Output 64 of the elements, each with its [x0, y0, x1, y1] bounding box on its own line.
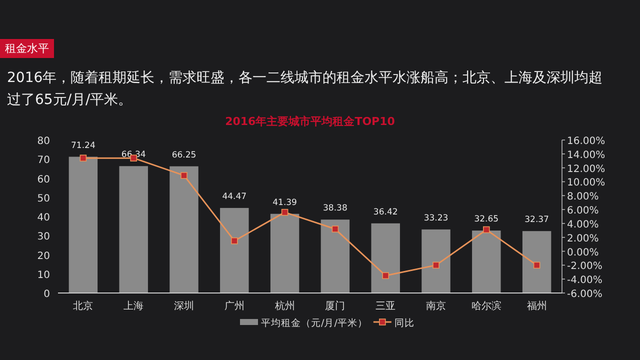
data-label: 66.25	[172, 150, 196, 160]
y2-tick-label: 6.00%	[567, 206, 599, 217]
bar	[119, 166, 148, 293]
x-tick-label: 三亚	[376, 301, 396, 312]
data-label: 32.37	[524, 215, 549, 226]
x-tick-label: 南京	[426, 300, 446, 312]
y-tick-label: 20	[37, 250, 50, 262]
y-tick-label: 10	[37, 270, 50, 281]
y2-tick-label: 0.00%	[567, 247, 599, 258]
data-label: 32.65	[474, 214, 499, 225]
y2-tick-label: 4.00%	[567, 219, 599, 230]
text: 租金水平	[0, 39, 54, 58]
data-label: 33.23	[424, 213, 448, 224]
y2-tick-label: -2.00%	[567, 261, 602, 272]
y2-tick-label: 8.00%	[567, 192, 599, 203]
y2-tick-label: -4.00%	[567, 275, 602, 286]
bar	[422, 229, 450, 293]
point	[332, 226, 339, 232]
data-label: 38.38	[323, 204, 348, 214]
chart-subtitle: 2016年，随着租期延长，需求旺盛，各一二线城市的租金水平水涨船高；北京、上海及深圳均超过了65元/月/平米。	[7, 69, 604, 110]
y-tick-label: 60	[37, 174, 50, 186]
y2-tick-label: -6.00%	[567, 289, 602, 300]
y2-tick-label: 14.00%	[567, 150, 606, 161]
point	[432, 262, 440, 269]
y-tick-label: 80	[37, 136, 50, 147]
x-tick-label: 深圳	[174, 300, 194, 312]
bar	[68, 156, 98, 293]
bar	[220, 208, 249, 293]
bar	[472, 230, 501, 293]
bar	[270, 214, 300, 293]
chart-title: 2016年主要城市平均租金TOP10	[225, 115, 396, 128]
point	[281, 208, 288, 216]
y2-tick-label: 12.00%	[567, 164, 606, 175]
y-tick-label: 70	[37, 155, 50, 166]
y-tick-label: 50	[37, 193, 50, 204]
x-tick-label: 厦门	[325, 300, 346, 312]
data-label: 71.24	[71, 140, 96, 151]
x-tick-label: 上海	[124, 300, 144, 312]
point	[180, 172, 188, 179]
point	[483, 226, 490, 234]
point	[533, 262, 540, 269]
bar	[320, 220, 350, 293]
bar	[371, 223, 400, 293]
point	[382, 272, 389, 280]
data-label: 36.42	[373, 207, 398, 218]
y2-tick-label: 10.00%	[567, 178, 606, 189]
data-label: 41.39	[272, 198, 297, 208]
legend-label: 同比	[394, 317, 414, 329]
point	[231, 237, 238, 244]
y2-tick-label: 16.00%	[567, 136, 606, 147]
y2-tick-label: 2.00%	[567, 233, 599, 244]
data-label: 44.47	[222, 192, 247, 202]
x-tick-label: 哈尔滨	[471, 300, 502, 312]
legend-label: 平均租金（元/月/平米）	[261, 317, 368, 329]
x-tick-label: 杭州	[274, 300, 295, 312]
x-tick-label: 福州	[526, 300, 547, 312]
bar	[522, 231, 552, 293]
bar	[170, 166, 198, 293]
y-tick-label: 30	[37, 232, 50, 243]
x-tick-label: 广州	[224, 300, 244, 312]
point	[80, 154, 87, 162]
y-tick-label: 0	[44, 289, 50, 300]
y-tick-label: 40	[37, 212, 50, 224]
x-tick-label: 北京	[73, 300, 94, 312]
